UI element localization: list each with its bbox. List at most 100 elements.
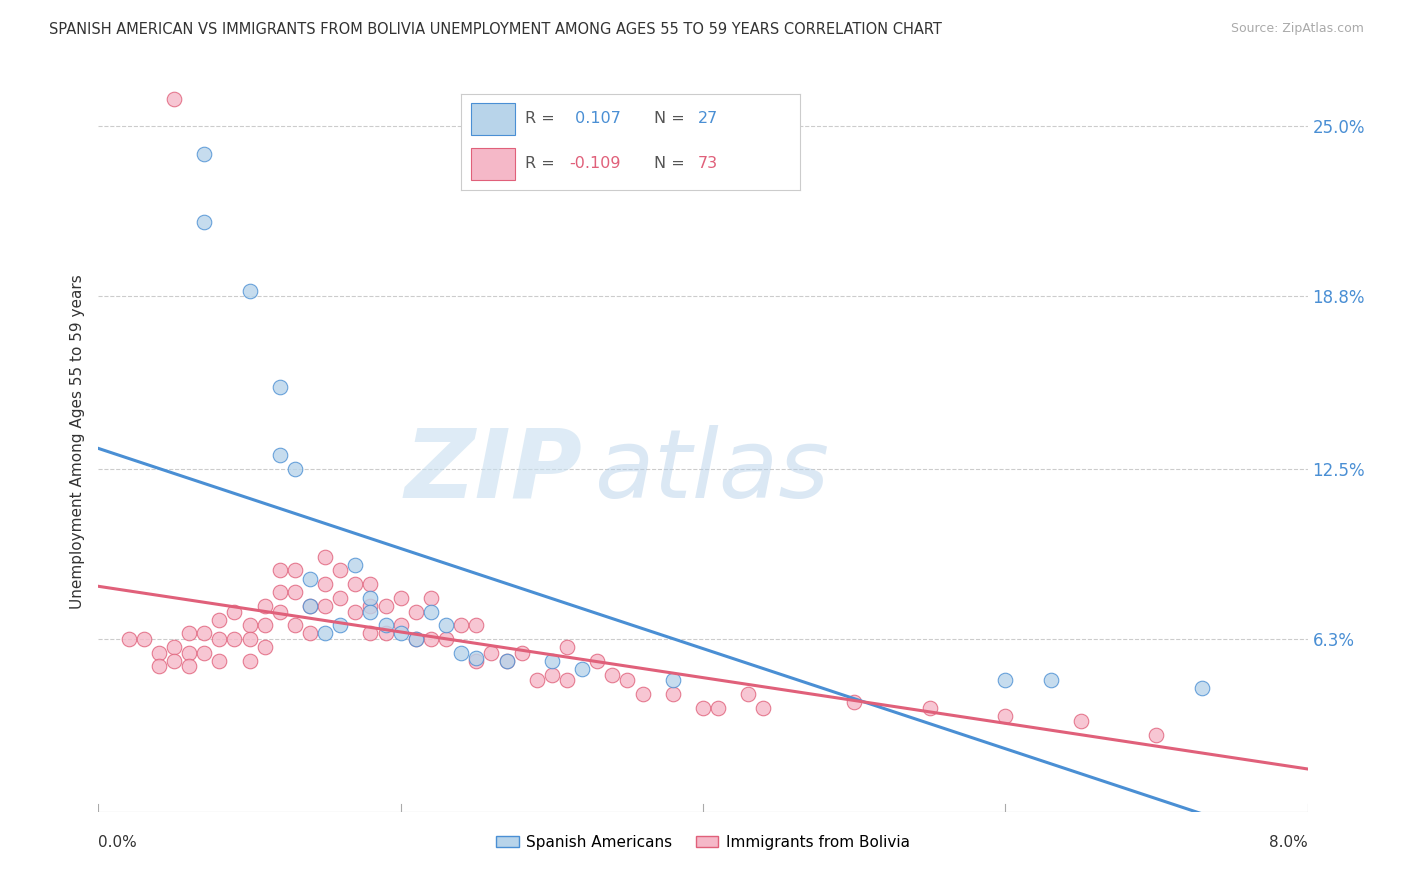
Point — [299, 599, 322, 613]
Point — [465, 651, 488, 665]
Point — [269, 448, 291, 462]
Point — [707, 700, 730, 714]
Point — [481, 646, 503, 660]
Point — [269, 563, 291, 577]
Point — [374, 618, 396, 632]
Point — [389, 618, 412, 632]
Point — [179, 646, 201, 660]
Point — [299, 572, 322, 586]
Point — [314, 549, 336, 564]
Point — [118, 632, 141, 646]
Point — [918, 700, 941, 714]
Text: 0.0%: 0.0% — [98, 836, 138, 850]
Point — [284, 618, 307, 632]
Point — [179, 626, 201, 640]
Point — [239, 654, 262, 668]
Point — [193, 215, 215, 229]
Point — [224, 605, 246, 619]
Point — [269, 585, 291, 599]
Point — [586, 654, 609, 668]
Point — [284, 563, 307, 577]
Text: 8.0%: 8.0% — [1268, 836, 1308, 850]
Point — [495, 654, 517, 668]
Point — [224, 632, 246, 646]
Point — [269, 380, 291, 394]
Point — [239, 284, 262, 298]
Point — [405, 632, 427, 646]
Text: Source: ZipAtlas.com: Source: ZipAtlas.com — [1230, 22, 1364, 36]
Point — [434, 632, 457, 646]
Point — [374, 599, 396, 613]
Point — [389, 626, 412, 640]
Point — [314, 577, 336, 591]
Point — [299, 599, 322, 613]
Point — [495, 654, 517, 668]
Text: SPANISH AMERICAN VS IMMIGRANTS FROM BOLIVIA UNEMPLOYMENT AMONG AGES 55 TO 59 YEA: SPANISH AMERICAN VS IMMIGRANTS FROM BOLI… — [49, 22, 942, 37]
Point — [253, 599, 276, 613]
Point — [208, 613, 231, 627]
Point — [465, 654, 488, 668]
Point — [299, 626, 322, 640]
Point — [661, 673, 683, 687]
Point — [329, 591, 352, 605]
Point — [1070, 714, 1092, 729]
Point — [360, 591, 382, 605]
Point — [994, 708, 1017, 723]
Point — [208, 654, 231, 668]
Point — [555, 640, 578, 655]
Point — [132, 632, 155, 646]
Point — [329, 618, 352, 632]
Point — [420, 591, 443, 605]
Point — [752, 700, 775, 714]
Point — [193, 146, 215, 161]
Point — [555, 673, 578, 687]
Point — [193, 646, 215, 660]
Point — [844, 695, 866, 709]
Point — [602, 667, 624, 681]
Point — [344, 577, 367, 591]
Point — [405, 632, 427, 646]
Text: atlas: atlas — [595, 425, 830, 517]
Point — [994, 673, 1017, 687]
Point — [193, 626, 215, 640]
Point — [616, 673, 638, 687]
Point — [163, 654, 186, 668]
Point — [540, 654, 562, 668]
Point — [314, 599, 336, 613]
Point — [571, 662, 593, 676]
Point — [405, 605, 427, 619]
Point — [314, 626, 336, 640]
Point — [1039, 673, 1062, 687]
Point — [344, 605, 367, 619]
Point — [179, 659, 201, 673]
Point — [661, 687, 683, 701]
Text: ZIP: ZIP — [404, 425, 582, 517]
Point — [737, 687, 759, 701]
Point — [450, 646, 472, 660]
Point — [360, 577, 382, 591]
Point — [360, 626, 382, 640]
Point — [389, 591, 412, 605]
Point — [284, 462, 307, 476]
Point — [540, 667, 562, 681]
Point — [1146, 728, 1168, 742]
Point — [420, 632, 443, 646]
Point — [284, 585, 307, 599]
Point — [239, 632, 262, 646]
Point — [450, 618, 472, 632]
Point — [163, 92, 186, 106]
Point — [510, 646, 533, 660]
Point — [434, 618, 457, 632]
Point — [239, 618, 262, 632]
Point — [631, 687, 654, 701]
Point — [1191, 681, 1213, 696]
Point — [360, 599, 382, 613]
Point — [465, 618, 488, 632]
Point — [344, 558, 367, 572]
Point — [374, 626, 396, 640]
Point — [360, 605, 382, 619]
Legend: Spanish Americans, Immigrants from Bolivia: Spanish Americans, Immigrants from Boliv… — [489, 829, 917, 856]
Point — [148, 646, 170, 660]
Point — [208, 632, 231, 646]
Point — [253, 640, 276, 655]
